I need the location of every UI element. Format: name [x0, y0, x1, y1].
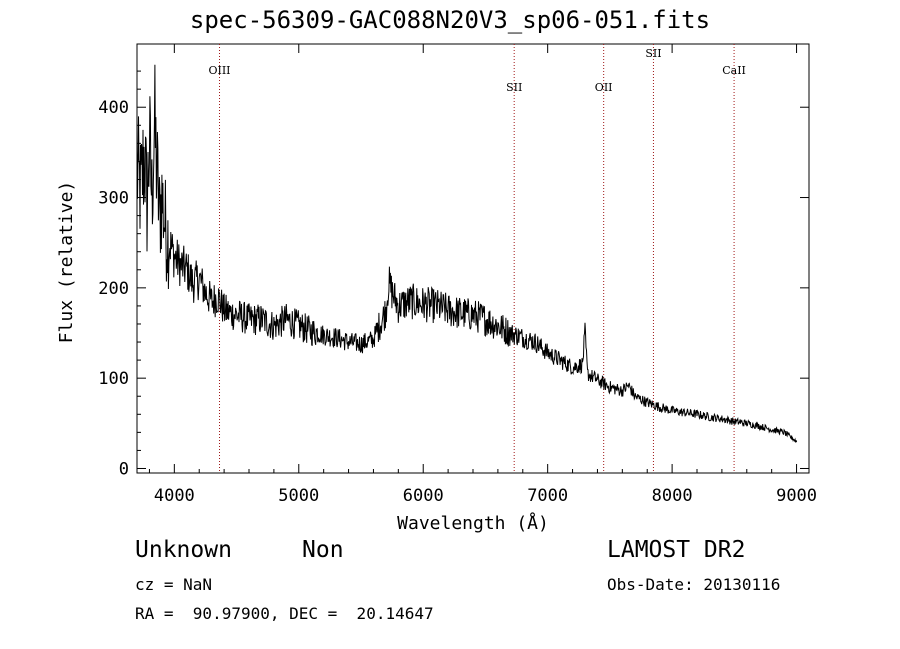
x-tick-label: 9000	[776, 486, 817, 506]
y-tick-label: 200	[98, 279, 129, 299]
emission-line-markers: OIII SII OII SII CaII	[208, 44, 746, 473]
spectrum-line	[136, 64, 798, 443]
object-subclass: Non	[302, 537, 344, 563]
y-tick-label: 400	[98, 98, 129, 118]
y-tick-label: 300	[98, 189, 129, 209]
x-tick-label: 5000	[278, 486, 319, 506]
x-tick-label: 4000	[154, 486, 195, 506]
x-tick-label: 7000	[527, 486, 568, 506]
y-tick-label: 0	[119, 459, 129, 479]
axis-ticks: 4000 5000 6000 7000 8000 9000 0 100 200 300 400	[98, 44, 817, 506]
marker-label: OIII	[208, 64, 230, 77]
sky-coordinates: RA = 90.97900, DEC = 20.14647	[135, 604, 434, 623]
y-tick-label: 100	[98, 369, 129, 389]
chart-title: spec-56309-GAC088N20V3_sp06-051.fits	[189, 6, 711, 34]
y-axis-label: Flux (relative)	[56, 181, 77, 344]
x-axis-label: Wavelength (Å)	[397, 512, 549, 534]
x-tick-label: 6000	[403, 486, 444, 506]
x-tick-label: 8000	[652, 486, 693, 506]
object-class: Unknown	[135, 537, 232, 563]
marker-label: SII	[645, 47, 661, 60]
redshift-readout: cz = NaN	[135, 575, 213, 594]
survey-name: LAMOST DR2	[607, 537, 746, 563]
marker-label: CaII	[722, 64, 746, 77]
marker-label: OII	[595, 81, 613, 94]
observation-date: Obs-Date: 20130116	[607, 575, 781, 594]
marker-label: SII	[506, 81, 522, 94]
plot-frame	[136, 43, 810, 474]
